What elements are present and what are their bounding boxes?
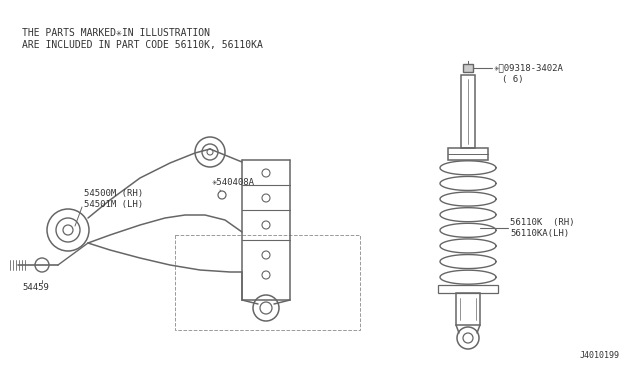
Text: 56110KA(LH): 56110KA(LH) xyxy=(510,228,569,237)
Text: ARE INCLUDED IN PART CODE 56110K, 56110KA: ARE INCLUDED IN PART CODE 56110K, 56110K… xyxy=(22,40,263,50)
Bar xyxy=(438,285,498,293)
Circle shape xyxy=(262,169,270,177)
Text: J4010199: J4010199 xyxy=(580,350,620,359)
Text: ( 6): ( 6) xyxy=(502,74,524,83)
Text: ✳Ⓝ09318-3402A: ✳Ⓝ09318-3402A xyxy=(494,64,564,73)
Bar xyxy=(456,293,480,325)
Text: 54459: 54459 xyxy=(22,283,49,292)
Text: ✳540408A: ✳540408A xyxy=(212,177,255,186)
Bar xyxy=(175,235,360,330)
Circle shape xyxy=(262,221,270,229)
Circle shape xyxy=(262,251,270,259)
Circle shape xyxy=(262,194,270,202)
Text: THE PARTS MARKED✳IN ILLUSTRATION: THE PARTS MARKED✳IN ILLUSTRATION xyxy=(22,28,210,38)
Bar xyxy=(463,64,473,72)
Circle shape xyxy=(262,271,270,279)
Text: 54501M (LH): 54501M (LH) xyxy=(84,199,143,208)
Circle shape xyxy=(218,191,226,199)
Text: 56110K  (RH): 56110K (RH) xyxy=(510,218,575,227)
Bar xyxy=(461,75,475,148)
Text: 54500M (RH): 54500M (RH) xyxy=(84,189,143,198)
Bar xyxy=(448,148,488,160)
